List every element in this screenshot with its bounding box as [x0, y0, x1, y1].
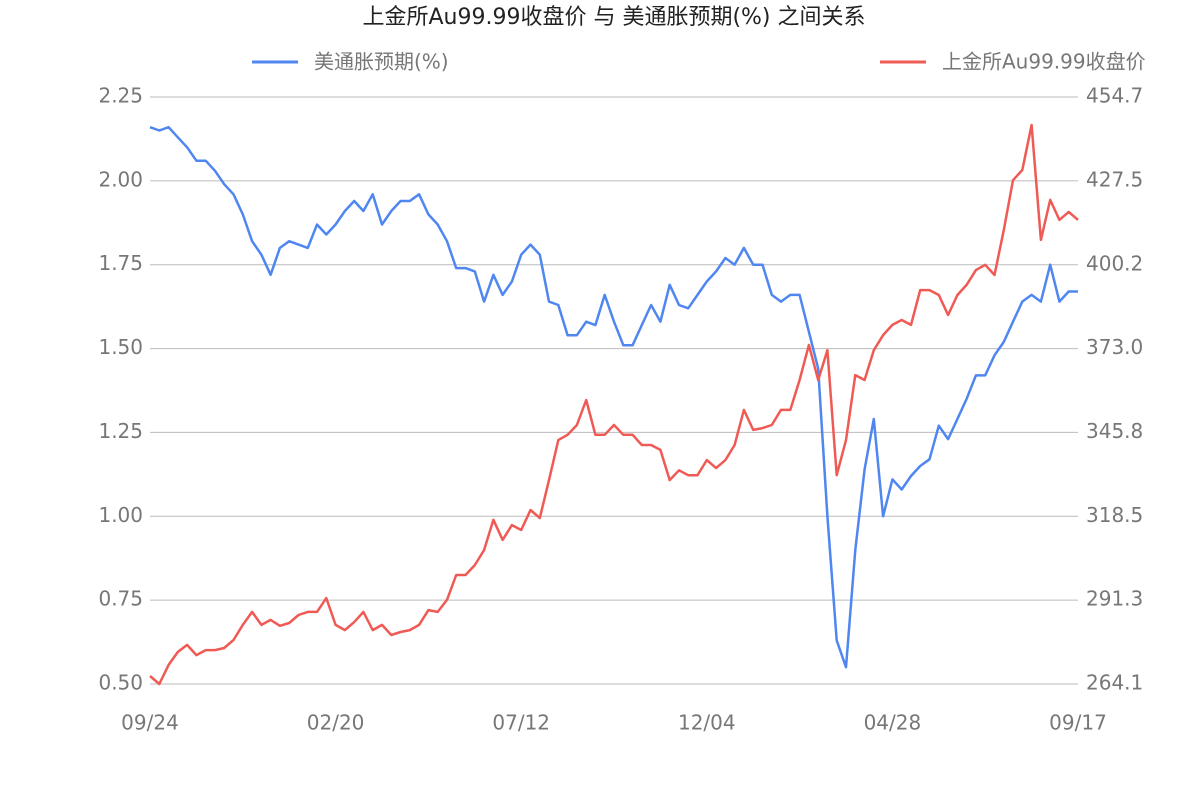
y-tick-label: 0.50 [98, 671, 143, 695]
y-tick-label: 2.00 [98, 167, 143, 191]
x-tick-label: 09/24 [121, 711, 179, 735]
line-series [149, 125, 1078, 669]
y2-tick-label: 427.5 [1086, 167, 1143, 191]
y-tick-label: 1.25 [98, 419, 143, 443]
x-tick-label: 04/28 [864, 711, 922, 735]
y-tick-label: 2.25 [98, 84, 143, 108]
y2-tick-label: 400.2 [1086, 251, 1143, 275]
y-tick-label: 1.75 [98, 251, 143, 275]
chart-title: 上金所Au99.99收盘价 与 美通胀预期(%) 之间关系 [362, 5, 865, 30]
x-tick-label: 07/12 [492, 711, 550, 735]
legend-label: 上金所Au99.99收盘价 [942, 50, 1146, 74]
y2-tick-label: 345.8 [1086, 419, 1143, 443]
x-tick-label: 02/20 [307, 711, 365, 735]
line-series [149, 123, 1079, 686]
x-tick-label: 09/17 [1049, 711, 1107, 735]
legend-label: 美通胀预期(%) [314, 50, 449, 74]
y-tick-label: 0.75 [98, 587, 143, 611]
y2-tick-label: 373.0 [1086, 335, 1143, 359]
y-tick-label: 1.00 [98, 503, 143, 527]
y2-tick-label: 318.5 [1086, 503, 1143, 527]
y-tick-label: 1.50 [98, 335, 143, 359]
y2-tick-label: 291.3 [1086, 587, 1143, 611]
y2-tick-label: 454.7 [1086, 84, 1143, 108]
x-tick-label: 12/04 [678, 711, 736, 735]
y2-tick-label: 264.1 [1086, 671, 1143, 695]
